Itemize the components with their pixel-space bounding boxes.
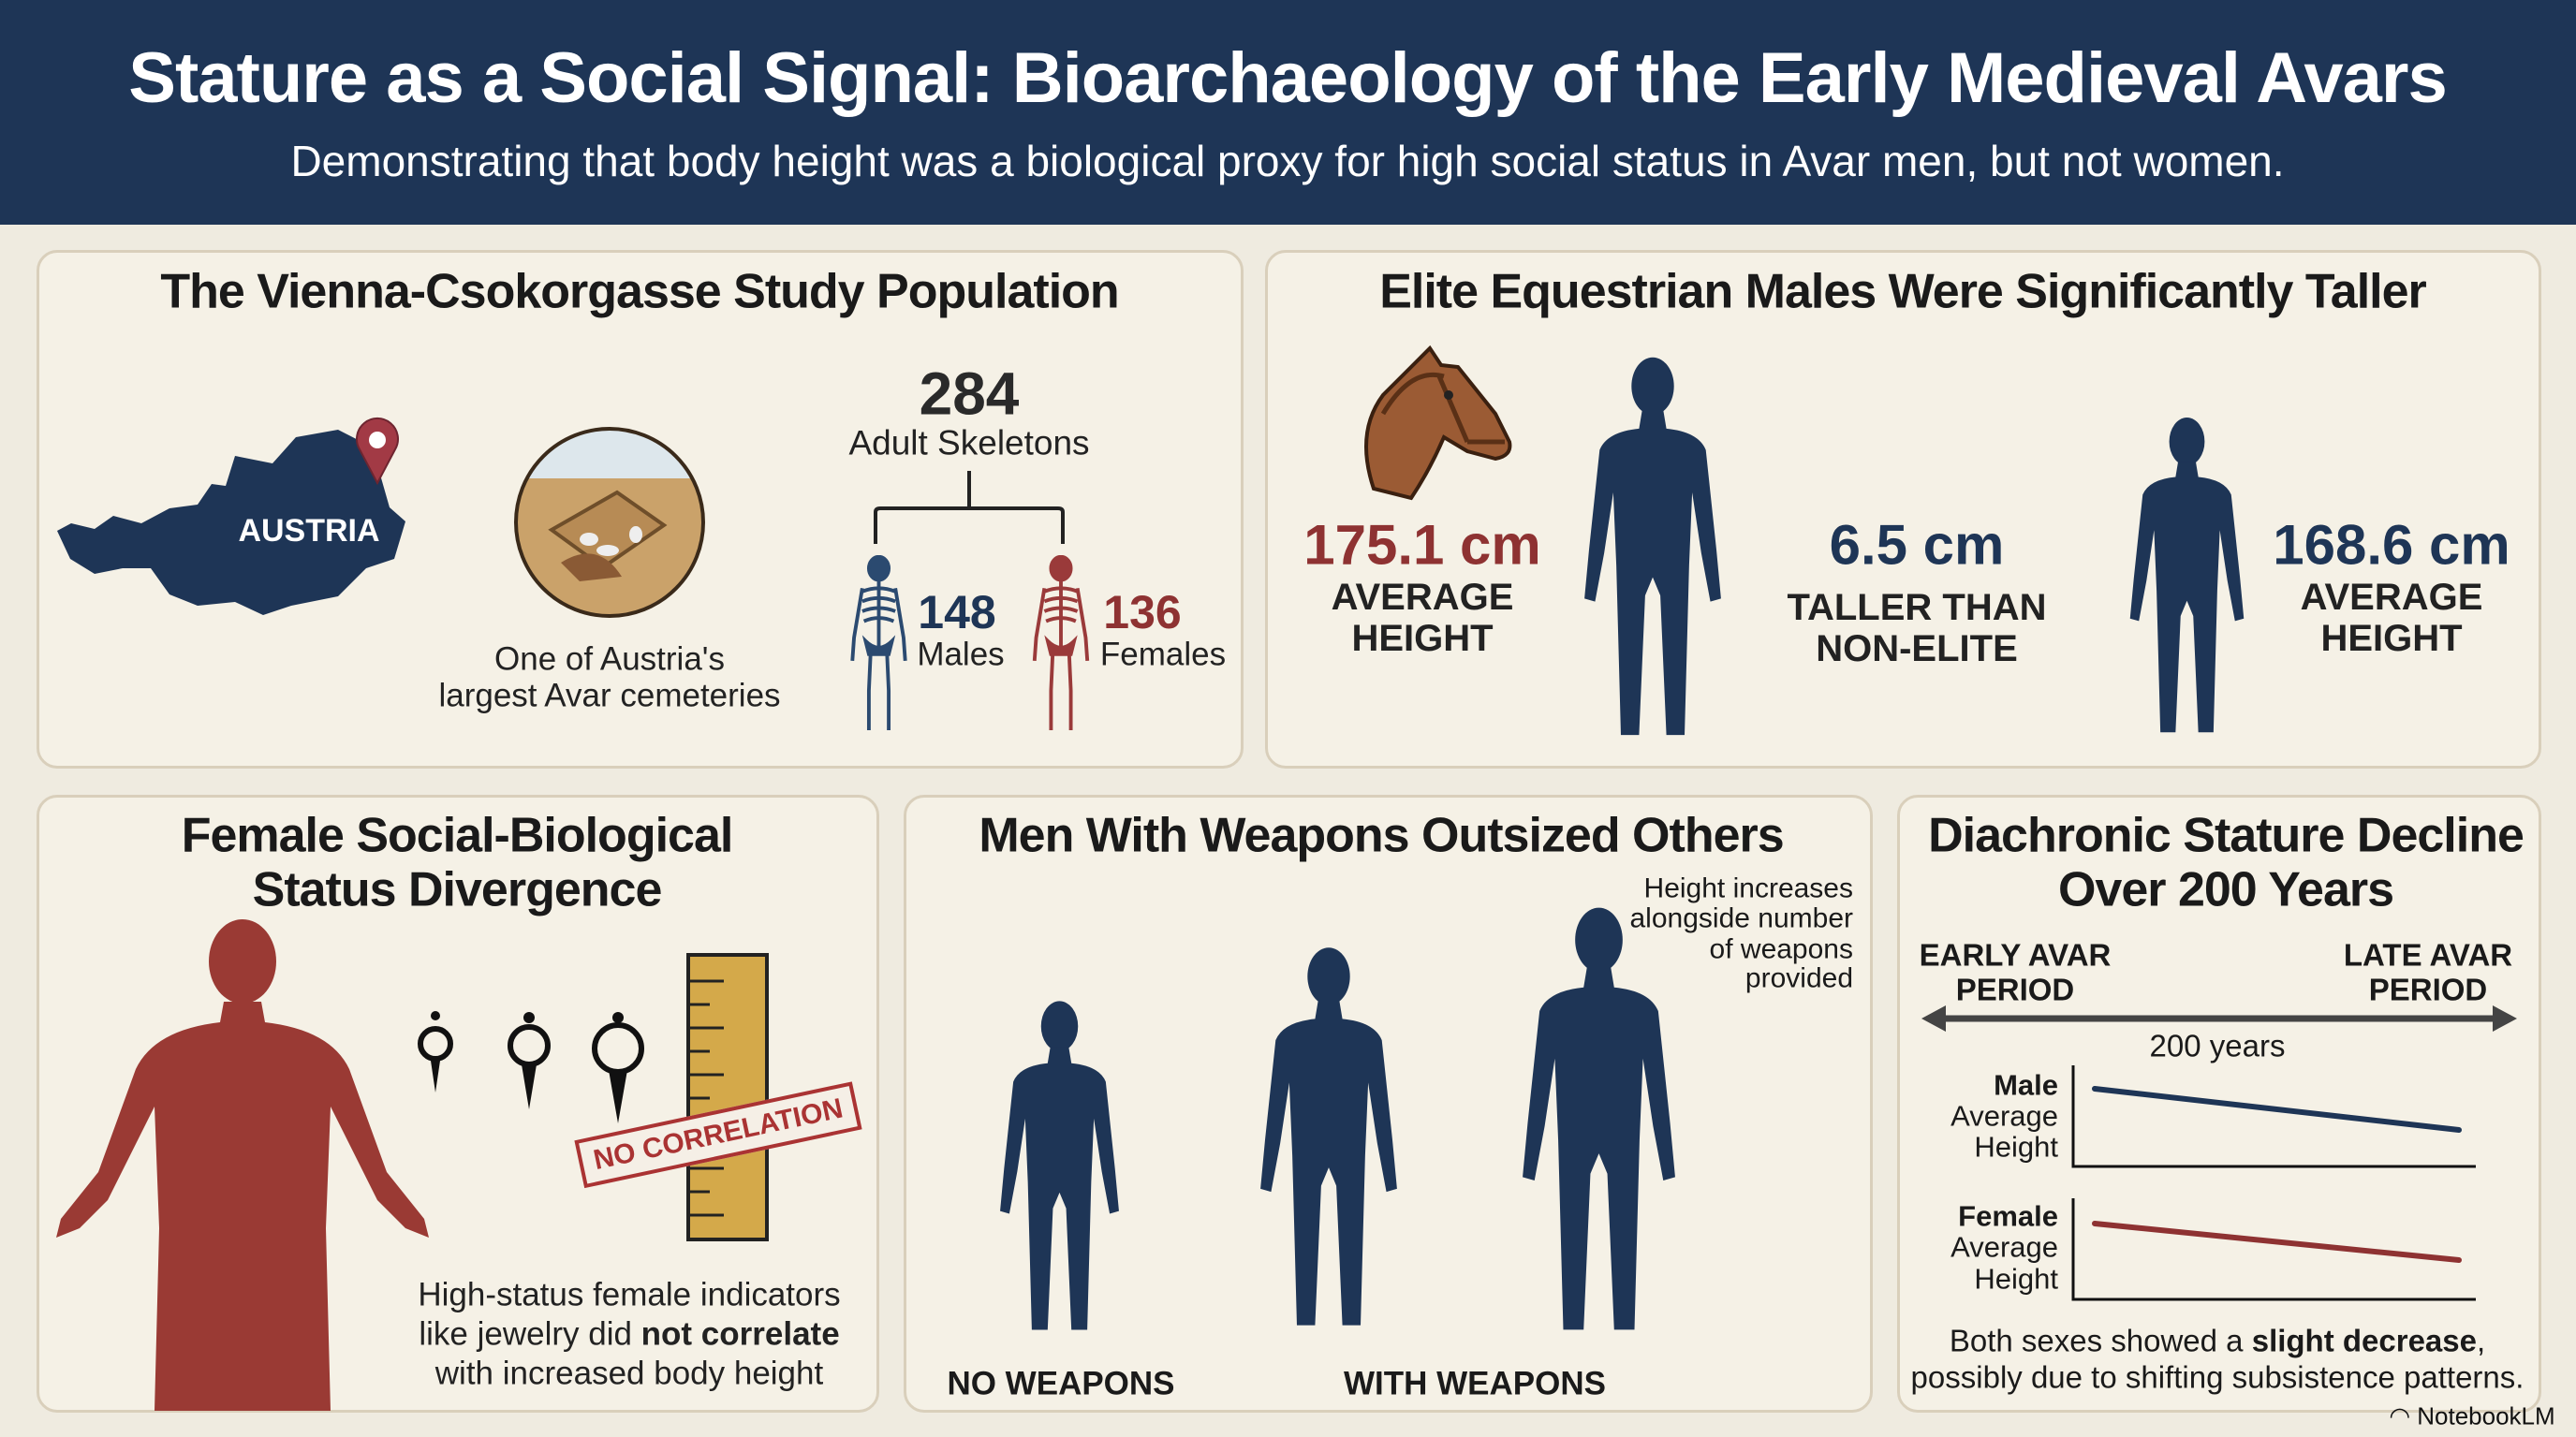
decline-title-1: Diachronic Stature Decline	[1928, 808, 2524, 863]
excavated-grave-icon	[514, 427, 705, 618]
late-period-2: PERIOD	[2368, 972, 2488, 1007]
female-title-2: Status Divergence	[252, 862, 663, 917]
female-trend-line	[2092, 1221, 2462, 1263]
late-period-1: LATE AVAR	[2343, 937, 2513, 973]
weapons-note-2: alongside number	[1629, 902, 1854, 934]
split-bracket	[874, 471, 1065, 544]
decline-caption-comma: ,	[2476, 1323, 2486, 1358]
female-caption-1: High-status female indicators	[418, 1276, 841, 1313]
elite-panel	[1265, 250, 2541, 769]
difference-value: 6.5 cm	[1829, 513, 2005, 577]
notebooklm-logo-icon: ◠	[2389, 1401, 2418, 1430]
horse-head-icon	[1364, 345, 1512, 501]
non-elite-height-label-2: HEIGHT	[2320, 618, 2463, 659]
total-label: Adult Skeletons	[848, 423, 1090, 462]
elite-height-label-1: AVERAGE	[1331, 577, 1514, 618]
male-chart-label-1: Male	[1994, 1068, 2058, 1102]
elite-title: Elite Equestrian Males Were Significantl…	[1379, 264, 2427, 319]
austria-label: AUSTRIA	[238, 513, 380, 550]
decline-caption-2: possibly due to shifting subsistence pat…	[1910, 1359, 2524, 1395]
page-title: Stature as a Social Signal: Bioarchaeolo…	[128, 38, 2447, 119]
no-weapons-man-silhouette	[1000, 1001, 1119, 1330]
notebooklm-watermark: ◠ NotebookLM	[2389, 1403, 2554, 1429]
male-chart-label-3: Height	[1974, 1130, 2058, 1164]
non-elite-man-silhouette	[2129, 418, 2245, 733]
male-height-trend-chart	[2071, 1065, 2476, 1168]
no-weapons-label: NO WEAPONS	[947, 1365, 1175, 1402]
total-skeletons: 284	[919, 359, 1020, 428]
cemetery-caption-1: One of Austria's	[494, 640, 725, 678]
timeline-double-arrow	[1921, 1005, 2517, 1032]
population-title: The Vienna-Csokorgasse Study Population	[160, 264, 1119, 319]
male-chart-axes	[2071, 1065, 2476, 1168]
males-count: 148	[918, 585, 996, 638]
weapons-note-1: Height increases	[1643, 872, 1853, 904]
female-chart-axes	[2071, 1198, 2476, 1301]
location-pin-icon	[356, 417, 399, 486]
female-height-trend-chart	[2071, 1198, 2476, 1301]
weapons-title: Men With Weapons Outsized Others	[979, 808, 1784, 863]
page-subtitle: Demonstrating that body height was a bio…	[290, 136, 2285, 185]
tall-elite-man-silhouette	[1584, 357, 1721, 736]
female-caption-3: with increased body height	[434, 1355, 824, 1392]
male-trend-line	[2092, 1086, 2462, 1133]
non-elite-height-value: 168.6 cm	[2273, 513, 2510, 577]
female-title-1: Female Social-Biological	[181, 808, 734, 863]
early-period-1: EARLY AVAR	[1919, 937, 2112, 973]
females-count: 136	[1103, 585, 1182, 638]
female-chart-label-1: Female	[1958, 1199, 2058, 1233]
weapons-note-4: provided	[1744, 962, 1853, 994]
difference-label-1: TALLER THAN	[1787, 587, 2047, 628]
early-period-2: PERIOD	[1955, 972, 2075, 1007]
female-caption-2a: like jewelry did	[419, 1315, 641, 1353]
timespan-label: 200 years	[2149, 1028, 2286, 1063]
earrings-jewelry-icon	[418, 1011, 644, 1123]
female-caption-emphasis: not correlate	[640, 1315, 840, 1353]
with-weapons-label: WITH WEAPONS	[1344, 1365, 1606, 1402]
non-elite-height-label-1: AVERAGE	[2300, 577, 2483, 618]
notebooklm-text: NotebookLM	[2417, 1401, 2555, 1430]
females-label: Females	[1099, 636, 1227, 673]
decline-caption-emphasis: slight decrease	[2251, 1323, 2477, 1358]
difference-label-2: NON-ELITE	[1816, 628, 2018, 669]
males-label: Males	[917, 636, 1005, 673]
male-skeleton-icon	[850, 555, 907, 732]
ruler-icon	[686, 953, 769, 1241]
elite-height-label-2: HEIGHT	[1351, 618, 1494, 659]
with-weapons-man-silhouette	[1260, 947, 1397, 1326]
decline-caption-1: Both sexes showed a slight decrease,	[1949, 1323, 2486, 1358]
many-weapons-man-silhouette	[1523, 907, 1675, 1330]
cemetery-caption-2: largest Avar cemeteries	[438, 677, 781, 714]
header-banner: Stature as a Social Signal: Bioarchaeolo…	[0, 0, 2576, 225]
elite-height-value: 175.1 cm	[1303, 513, 1541, 577]
male-chart-label-2: Average	[1950, 1099, 2058, 1133]
female-chart-label-2: Average	[1950, 1230, 2058, 1264]
decline-title-2: Over 200 Years	[2057, 862, 2394, 917]
female-caption-2: like jewelry did not correlate	[419, 1315, 840, 1353]
female-chart-label-3: Height	[1974, 1262, 2058, 1296]
female-skeleton-icon	[1026, 555, 1096, 737]
decline-caption-1a: Both sexes showed a	[1949, 1323, 2252, 1358]
weapons-note-3: of weapons	[1709, 933, 1853, 965]
austria-map	[57, 430, 405, 615]
female-silhouette	[56, 919, 429, 1411]
